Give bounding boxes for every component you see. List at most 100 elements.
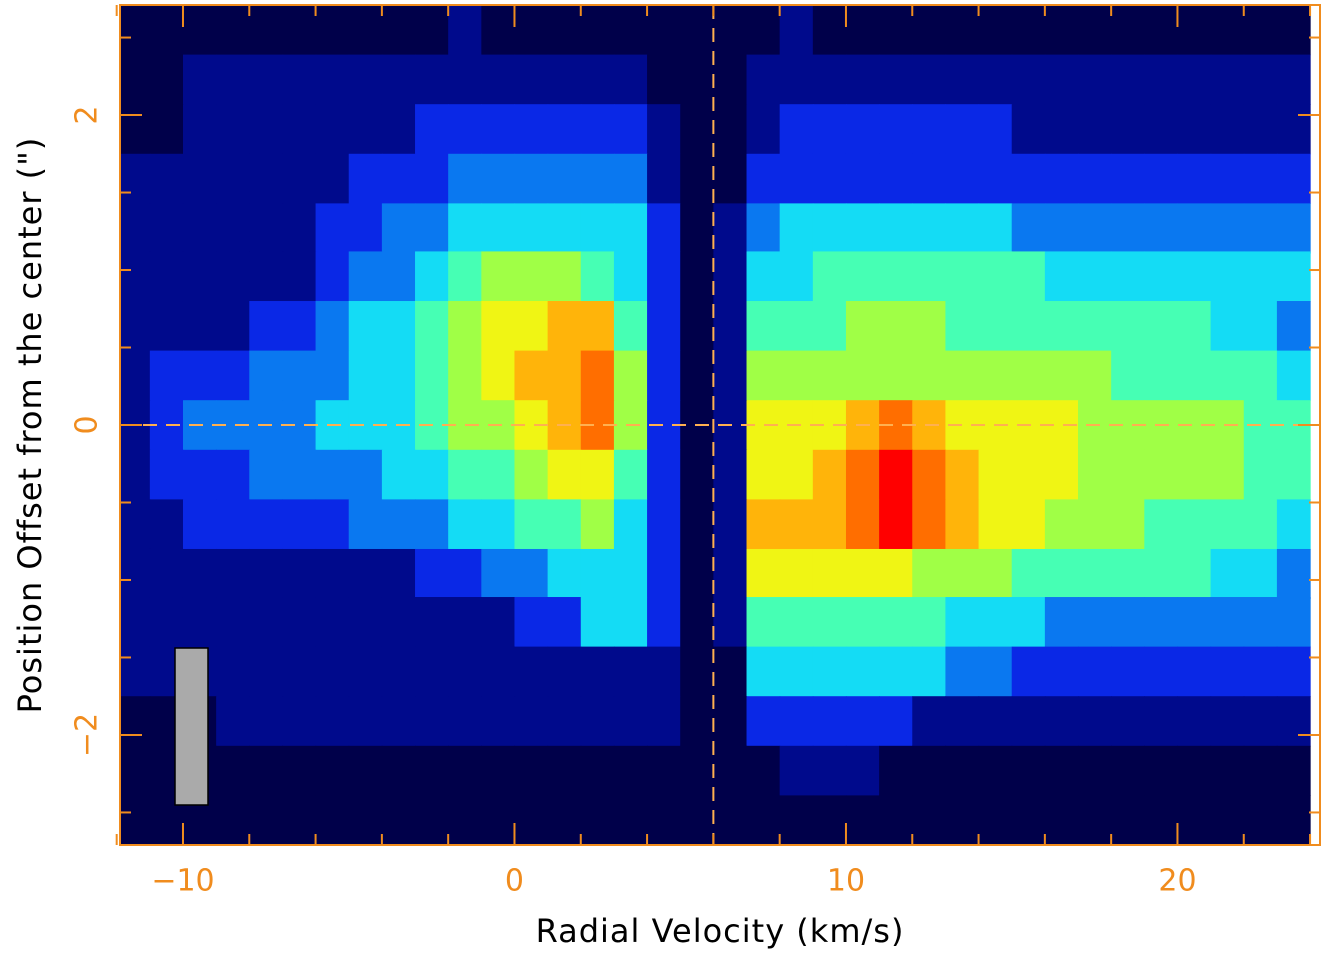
heatmap-cell (249, 5, 284, 56)
heatmap-cell (680, 153, 714, 204)
heatmap-cell (182, 54, 217, 105)
heatmap-cell (481, 548, 516, 600)
heatmap-cell (415, 350, 449, 401)
heatmap-cell (912, 646, 947, 697)
heatmap-cell (249, 548, 284, 600)
heatmap-cell (315, 795, 350, 845)
heatmap-cell (547, 203, 582, 254)
heatmap-cell (120, 499, 151, 550)
heatmap-cell (647, 251, 681, 302)
heatmap-cell (1243, 449, 1278, 500)
heatmap-cell (812, 499, 847, 550)
heatmap-cell (514, 5, 549, 56)
heatmap-cell (845, 153, 880, 204)
heatmap-cell (713, 745, 748, 797)
heatmap-cell (381, 696, 416, 747)
heatmap-cell (448, 597, 482, 648)
heatmap-cell (547, 449, 582, 500)
heatmap-cell (1210, 696, 1245, 747)
heatmap-cell (415, 646, 449, 697)
heatmap-cell (1144, 350, 1179, 401)
heatmap-cell (216, 153, 250, 204)
heatmap-cell (120, 104, 151, 155)
heatmap-cell (216, 597, 250, 648)
heatmap-cell (249, 104, 284, 155)
heatmap-cell (912, 548, 947, 600)
heatmap-cell (182, 104, 217, 155)
heatmap-cell (120, 548, 151, 600)
heatmap-cell (945, 646, 980, 697)
heatmap-cell (381, 646, 416, 697)
y-tick-label: 0 (70, 415, 105, 434)
heatmap-cell (812, 646, 847, 697)
heatmap-cell (746, 646, 781, 697)
heatmap-cell (415, 54, 449, 105)
heatmap-cell (879, 795, 913, 845)
heatmap-cell (812, 696, 847, 747)
heatmap-cell (1243, 597, 1278, 648)
heatmap-cell (481, 5, 516, 56)
heatmap-cell (1210, 104, 1245, 155)
heatmap-cell (1243, 104, 1278, 155)
heatmap-cell (381, 301, 416, 352)
heatmap-cell (216, 795, 250, 845)
heatmap-cell (1111, 795, 1145, 845)
heatmap-cell (1111, 153, 1145, 204)
heatmap-cell (415, 5, 449, 56)
heatmap-cell (547, 745, 582, 797)
heatmap-cell (514, 449, 549, 500)
heatmap-cell (1210, 745, 1245, 797)
heatmap-cell (282, 548, 317, 600)
heatmap-cell (547, 251, 582, 302)
heatmap-cell (282, 251, 317, 302)
heatmap-cell (1078, 499, 1112, 550)
heatmap-cell (580, 54, 615, 105)
heatmap-cell (315, 597, 350, 648)
heatmap-cell (1243, 251, 1278, 302)
heatmap-cell (120, 203, 151, 254)
heatmap-cell (315, 301, 350, 352)
heatmap-cell (249, 350, 284, 401)
heatmap-cell (1210, 203, 1245, 254)
heatmap-cell (647, 301, 681, 352)
heatmap-cell (580, 499, 615, 550)
heatmap-cell (746, 449, 781, 500)
heatmap-cell (1177, 350, 1212, 401)
heatmap-cell (282, 795, 317, 845)
heatmap-cell (381, 499, 416, 550)
y-tick-label: 2 (70, 105, 105, 124)
heatmap-cell (1177, 449, 1212, 500)
heatmap-cell (381, 597, 416, 648)
heatmap-cell (945, 251, 980, 302)
heatmap-cell (1210, 646, 1245, 697)
heatmap-cell (746, 548, 781, 600)
heatmap-cell (381, 548, 416, 600)
heatmap-cell (1011, 548, 1046, 600)
heatmap-cell (912, 745, 947, 797)
heatmap-cell (481, 203, 516, 254)
heatmap-cell (415, 745, 449, 797)
heatmap-cell (315, 499, 350, 550)
heatmap-cell (812, 548, 847, 600)
heatmap-cell (580, 153, 615, 204)
heatmap-cell (381, 153, 416, 204)
heatmap-cell (580, 646, 615, 697)
heatmap-cell (779, 499, 814, 550)
heatmap-cell (381, 5, 416, 56)
heatmap-cell (779, 301, 814, 352)
heatmap-cell (514, 548, 549, 600)
heatmap-cell (580, 597, 615, 648)
heatmap-cell (978, 548, 1013, 600)
heatmap-cell (1177, 696, 1212, 747)
heatmap-cell (514, 301, 549, 352)
heatmap-cell (249, 54, 284, 105)
heatmap-cell (580, 104, 615, 155)
heatmap-cell (1210, 350, 1245, 401)
heatmap-cell (647, 54, 681, 105)
heatmap-cell (845, 449, 880, 500)
heatmap-cell (249, 251, 284, 302)
heatmap-cell (812, 104, 847, 155)
heatmap-cell (1044, 153, 1079, 204)
heatmap-cell (1044, 548, 1079, 600)
heatmap-cell (1210, 301, 1245, 352)
